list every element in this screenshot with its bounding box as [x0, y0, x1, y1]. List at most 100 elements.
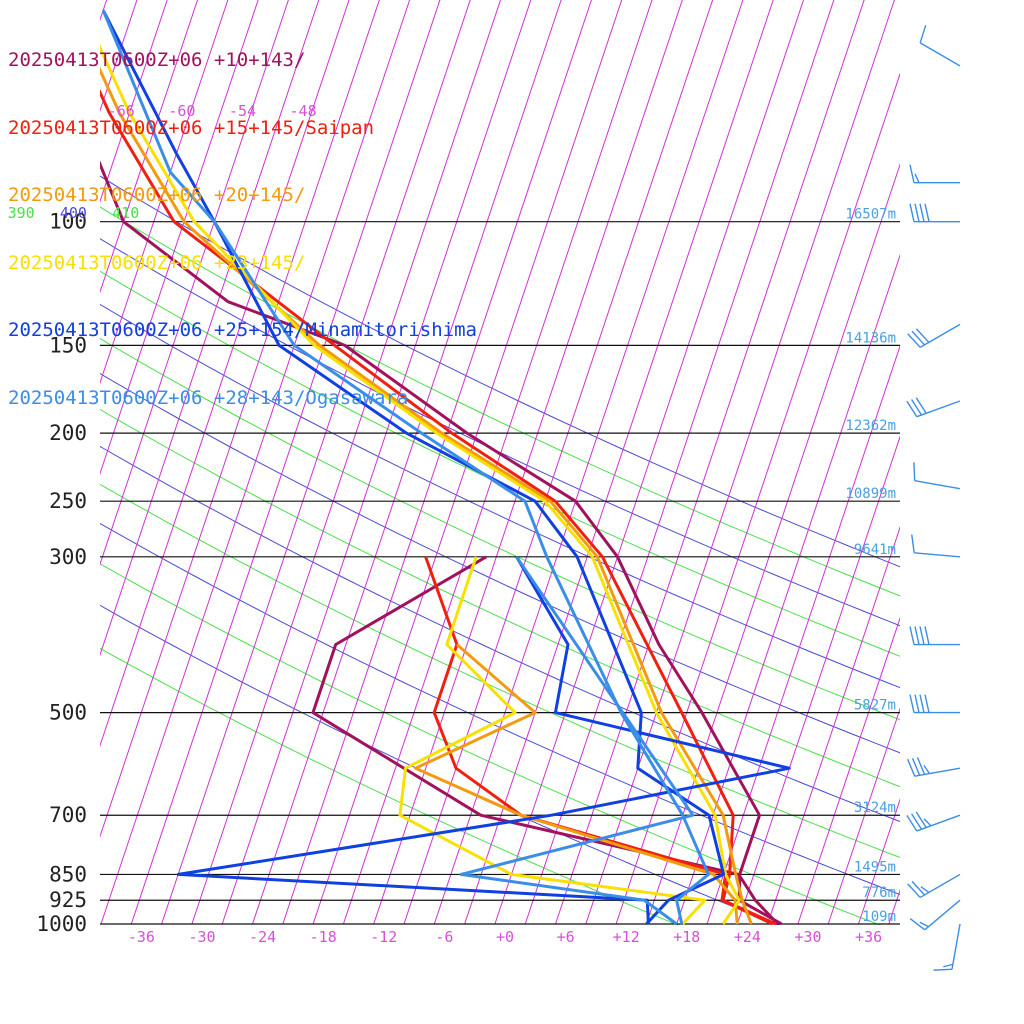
barb-feather: [911, 880, 926, 896]
height-label: 16507m: [845, 207, 896, 223]
isotherm: [100, 0, 411, 925]
upper-temp-tick-label: -54: [229, 102, 256, 120]
temp-tick-label: +24: [734, 928, 761, 946]
legend-entry: 20250413T0600Z+06 +10+143/: [8, 49, 306, 71]
height-label: 14136m: [845, 330, 896, 346]
dry-adiabat: [100, 372, 900, 754]
temp-tick-label: -18: [310, 928, 337, 946]
wind-barb: [909, 203, 960, 223]
temp-tick-label: -12: [370, 928, 397, 946]
barb-staff: [951, 923, 961, 970]
isotherm: [949, 0, 1024, 924]
isotherm: [100, 0, 229, 385]
barb-staff: [924, 899, 961, 931]
isotherm: [100, 0, 320, 657]
dry-adiabat: [100, 445, 900, 823]
barb-feather: [914, 203, 920, 222]
isotherm: [342, 0, 653, 925]
barb-staff: [914, 552, 961, 558]
isotherm: [555, 0, 865, 925]
barb-feather: [923, 818, 932, 827]
isotherm: [373, 0, 683, 925]
isotherm: [191, 0, 502, 925]
wind-barbs: [906, 25, 961, 971]
legend-entry: 20250413T0600Z+06 +20+145/: [8, 184, 306, 206]
temperature-line: [101, 9, 710, 925]
barb-feather: [924, 694, 930, 713]
temp-tick-label: -24: [249, 928, 276, 946]
barb-staff: [916, 400, 961, 418]
barb-feather: [919, 921, 929, 928]
barb-feather: [913, 462, 916, 481]
height-label: 1495m: [854, 859, 896, 875]
isotherm: [980, 0, 1024, 924]
isotherm: [100, 0, 380, 838]
temperature-line: [100, 66, 753, 925]
wind-barb: [919, 25, 961, 67]
wind-barb: [909, 626, 960, 646]
wind-barb: [913, 462, 961, 490]
isotherm: [130, 0, 441, 925]
barb-feather: [915, 397, 927, 414]
barb-feather: [907, 333, 921, 348]
upper-temp-tick-label: -60: [168, 102, 195, 120]
temp-tick-label: +6: [557, 928, 575, 946]
dry-adiabat: [100, 238, 900, 627]
legend-entry: 20250413T0600Z+06 +25+154/Minamitorishim…: [8, 319, 477, 341]
isotherm: [615, 72, 900, 925]
height-label: 3124m: [854, 800, 896, 816]
dry-adiabat: [100, 270, 900, 657]
dry-adiabat: [100, 337, 900, 721]
temp-tick-label: +12: [613, 928, 640, 946]
isotherm: [161, 0, 471, 925]
wind-barb: [907, 323, 961, 348]
barb-feather: [919, 203, 925, 222]
barb-feather: [906, 400, 918, 418]
wind-barb: [909, 899, 961, 931]
dewpoint-line: [176, 556, 791, 925]
dewpoint-line: [459, 555, 695, 925]
isotherm: [524, 0, 835, 925]
barb-staff: [919, 42, 961, 67]
barb-feather: [909, 164, 915, 183]
barb-feather: [911, 758, 921, 776]
isotherms: [100, 0, 1024, 925]
isotherm: [221, 0, 532, 925]
barb-feather: [923, 765, 931, 774]
theta-label: 410: [112, 204, 139, 222]
barb-feather: [910, 399, 923, 416]
barb-staff: [914, 767, 961, 777]
dewpoint-line: [414, 643, 739, 925]
theta-label: 400: [60, 204, 87, 222]
dry-adiabat: [100, 647, 679, 925]
pressure-label: 850: [49, 862, 87, 886]
dry-adiabat: [100, 175, 900, 568]
barb-feather: [919, 626, 925, 645]
pressure-levels: [100, 221, 900, 925]
dewpoint-line: [311, 555, 779, 925]
wind-barb: [933, 923, 961, 971]
pressure-label: 500: [49, 701, 87, 725]
isotherm: [494, 0, 805, 925]
upper-temp-tick-label: -48: [290, 102, 317, 120]
pressure-label: 250: [49, 489, 87, 513]
wind-barb: [906, 397, 961, 418]
barb-feather: [919, 25, 927, 44]
barb-feather: [916, 757, 926, 775]
upper-temp-tick-label: -66: [108, 102, 135, 120]
barb-feather: [914, 173, 920, 184]
isotherm: [100, 0, 259, 475]
barb-feather: [919, 694, 925, 713]
wind-barb: [907, 873, 961, 899]
barb-feather: [914, 626, 920, 645]
isotherm: [1010, 0, 1024, 924]
isotherm: [433, 0, 744, 925]
isotherm: [888, 888, 900, 925]
barb-feather: [920, 886, 930, 893]
pressure-label: 925: [49, 888, 87, 912]
isotherm: [464, 0, 774, 925]
isotherm: [827, 707, 900, 925]
barb-feather: [911, 534, 915, 553]
isotherm: [645, 163, 900, 925]
isotherm: [100, 0, 289, 566]
